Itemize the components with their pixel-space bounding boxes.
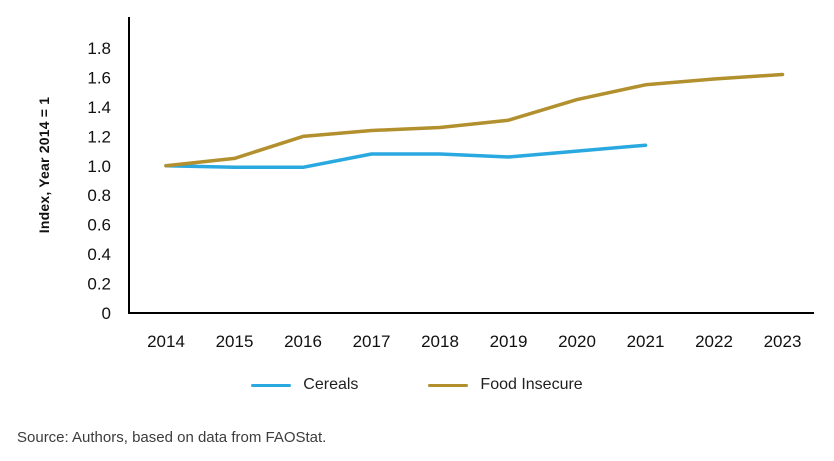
- x-tick-label: 2018: [421, 332, 459, 351]
- y-tick-label: 1.0: [87, 157, 111, 176]
- y-tick-label: 0.6: [87, 216, 111, 235]
- legend-label-cereals: Cereals: [303, 376, 359, 393]
- series-line-cereals: [164, 143, 648, 170]
- y-axis-title: Index, Year 2014 = 1: [36, 96, 52, 234]
- x-tick-label: 2021: [627, 332, 665, 351]
- x-tick-label: 2015: [216, 332, 254, 351]
- y-tick-label: 1.4: [87, 98, 111, 117]
- x-tick-label: 2017: [353, 332, 391, 351]
- legend-item-food-insecure: Food Insecure: [428, 376, 583, 394]
- x-tick-label: 2022: [695, 332, 733, 351]
- food-insecure-line-swatch-icon: [428, 383, 469, 387]
- series-line-food-insecure: [164, 72, 785, 168]
- y-tick-label: 0.2: [87, 275, 111, 294]
- y-tick-label: 1.2: [87, 127, 111, 146]
- x-tick-label: 2020: [558, 332, 596, 351]
- x-tick-label: 2016: [284, 332, 322, 351]
- y-tick-label: 1.8: [87, 39, 111, 58]
- y-tick-label: 1.6: [87, 68, 111, 87]
- x-tick-label: 2023: [764, 332, 802, 351]
- axis-lines: [128, 17, 814, 314]
- cereals-line-swatch-icon: [251, 383, 292, 387]
- chart-legend: Cereals Food Insecure: [0, 373, 834, 397]
- source-note: Source: Authors, based on data from FAOS…: [17, 429, 327, 446]
- legend-item-cereals: Cereals: [251, 376, 358, 394]
- y-tick-label: 0: [102, 304, 111, 323]
- y-tick-label: 0.4: [87, 245, 111, 264]
- y-tick-label: 0.8: [87, 186, 111, 205]
- legend-label-food-insecure: Food Insecure: [480, 376, 583, 393]
- x-tick-label: 2014: [147, 332, 185, 351]
- x-tick-label: 2019: [490, 332, 528, 351]
